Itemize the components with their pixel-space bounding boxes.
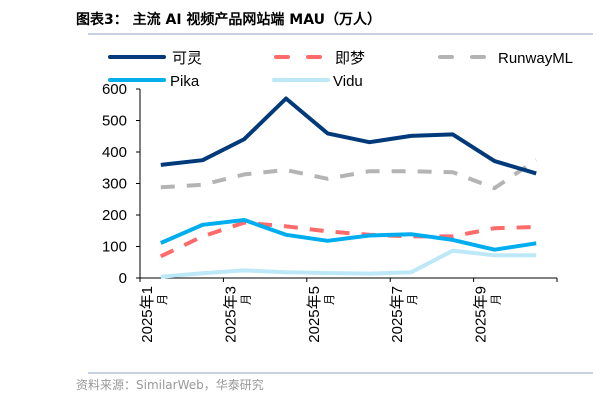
x-tick-label-line2: 月 — [239, 294, 252, 305]
y-tick-label: 400 — [102, 144, 127, 161]
legend-item: Pika — [108, 73, 200, 90]
x-tick-label: 2025年7 月 — [389, 286, 419, 343]
y-tick-label: 0 — [119, 270, 127, 287]
legend-label: RunwayML — [498, 50, 573, 67]
x-tick-label-line2: 月 — [406, 294, 419, 305]
x-tick-label-line1: 2025年3 — [222, 286, 239, 343]
legend-label: 可灵 — [172, 50, 202, 67]
legend-item: Vidu — [272, 73, 363, 90]
y-tick-label: 200 — [102, 207, 127, 224]
x-tick-label: 2025年9 月 — [473, 286, 503, 343]
x-tick-label-line2: 月 — [490, 294, 503, 305]
y-tick-label: 100 — [102, 239, 127, 256]
series-line-可灵 — [160, 96, 537, 176]
x-tick-label-line1: 2025年1 — [139, 286, 156, 343]
legend-item: RunwayML — [438, 50, 573, 67]
source-note: 资料来源：SimilarWeb，华泰研究 — [76, 377, 264, 392]
legend-item: 可灵 — [108, 50, 202, 67]
x-tick-label-line1: 2025年7 — [389, 286, 406, 343]
x-tick-label: 2025年1 月 — [139, 286, 169, 343]
y-tick-label: 500 — [102, 113, 127, 130]
series-line-Vidu — [160, 248, 537, 279]
chart-title: 图表3： 主流 AI 视频产品网站端 MAU（万人） — [76, 11, 381, 28]
x-tick-label-line2: 月 — [323, 294, 336, 305]
legend-label: 即梦 — [335, 50, 365, 67]
x-tick-label-line1: 2025年5 — [306, 286, 323, 343]
legend: 可灵 即梦 RunwayML Pika Vidu — [108, 50, 573, 90]
legend-label: Pika — [170, 73, 200, 90]
y-tick-label: 600 — [102, 81, 127, 98]
y-tick-label: 300 — [102, 176, 127, 193]
legend-item: 即梦 — [274, 50, 365, 67]
x-tick-label-line1: 2025年9 — [473, 286, 490, 343]
series-line-Pika — [160, 218, 537, 252]
series-line-RunwayML — [160, 158, 538, 191]
series-group — [159, 96, 538, 279]
legend-label: Vidu — [333, 73, 363, 90]
series-line-即梦 — [159, 220, 537, 259]
x-tick-label: 2025年5 月 — [306, 286, 336, 343]
x-tick-label: 2025年3 月 — [222, 286, 252, 343]
x-tick-label-line2: 月 — [156, 294, 169, 305]
